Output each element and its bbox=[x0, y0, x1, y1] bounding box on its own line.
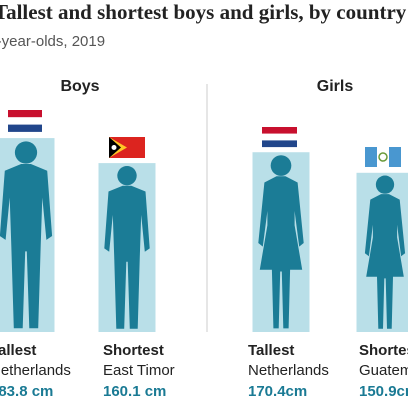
chart-title: Tallest and shortest boys and girls, by … bbox=[0, 0, 407, 24]
flag-east-timor bbox=[109, 137, 145, 158]
country-label: East Timor bbox=[103, 362, 175, 379]
flag-netherlands bbox=[262, 127, 297, 148]
body bbox=[104, 185, 150, 329]
head bbox=[375, 175, 395, 194]
flag-netherlands bbox=[8, 110, 42, 132]
rank-label: Tallest bbox=[0, 342, 36, 359]
group-label: Girls bbox=[317, 78, 354, 95]
head bbox=[117, 165, 137, 186]
value-label: 170.4cm bbox=[248, 383, 307, 400]
head bbox=[270, 155, 292, 176]
rank-label: Shortest bbox=[103, 342, 164, 359]
head bbox=[14, 141, 38, 164]
rank-label: Tallest bbox=[248, 342, 294, 359]
value-label: 183.8 cm bbox=[0, 383, 53, 400]
silhouette bbox=[104, 165, 150, 329]
value-label: 150.9cm bbox=[359, 383, 408, 400]
flag-guatemala bbox=[365, 147, 401, 167]
country-label: Guatemala bbox=[359, 362, 408, 379]
chart-subtitle: 19-year-olds, 2019 bbox=[0, 33, 105, 50]
body bbox=[364, 194, 406, 329]
country-label: Netherlands bbox=[0, 362, 71, 379]
body bbox=[258, 176, 304, 329]
body bbox=[0, 164, 53, 329]
country-label: Netherlands bbox=[248, 362, 329, 379]
group-label: Boys bbox=[60, 78, 99, 95]
silhouette bbox=[258, 155, 304, 329]
silhouette bbox=[364, 175, 406, 329]
silhouette bbox=[0, 141, 53, 329]
rank-label: Shortest bbox=[359, 342, 408, 359]
value-label: 160.1 cm bbox=[103, 383, 166, 400]
